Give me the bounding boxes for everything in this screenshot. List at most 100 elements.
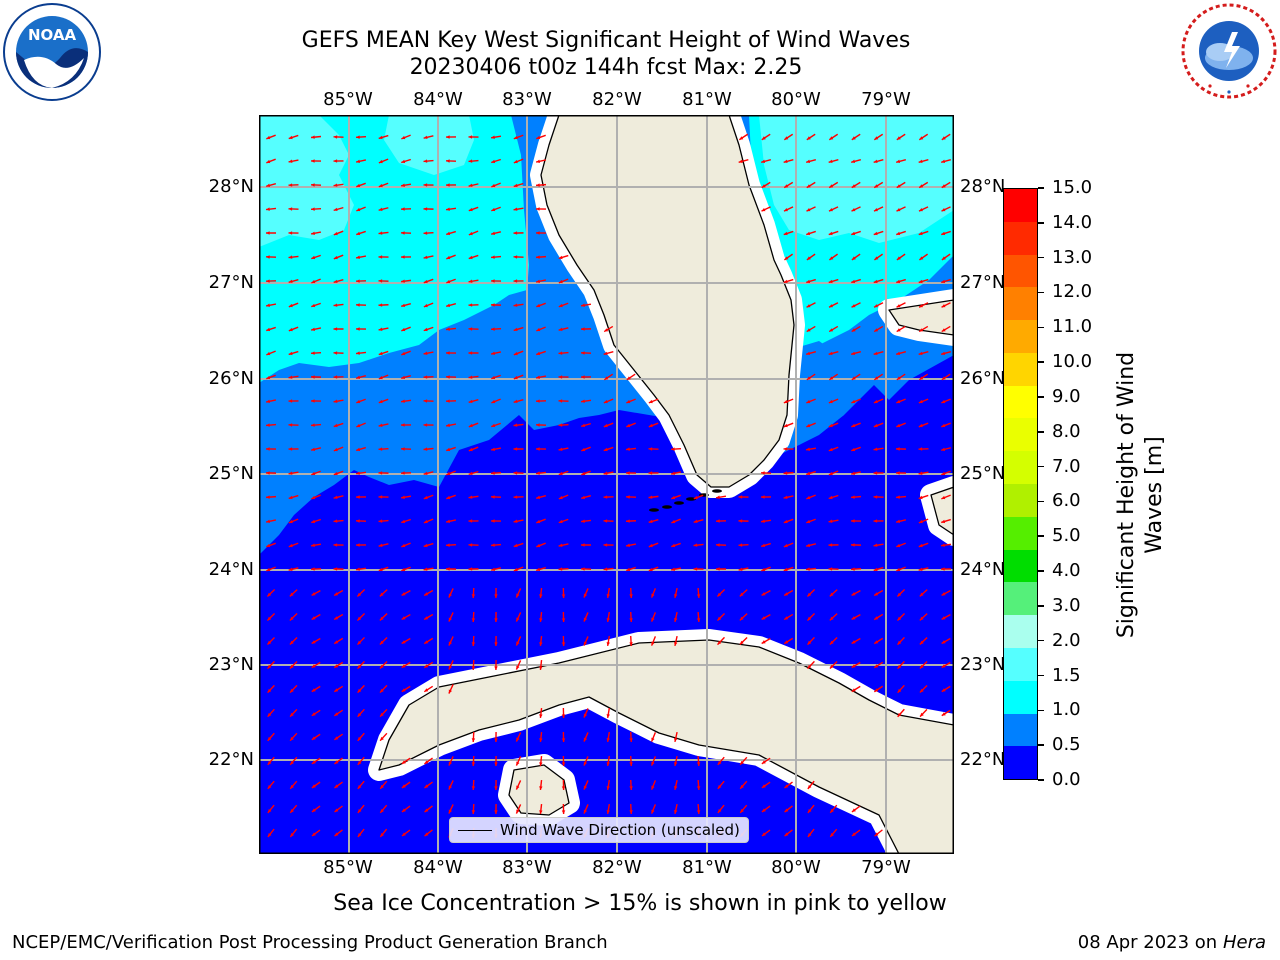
wave-direction-arrow bbox=[468, 159, 479, 163]
wave-direction-arrow bbox=[851, 805, 861, 813]
wave-direction-arrow bbox=[558, 494, 569, 500]
wave-direction-arrow bbox=[536, 302, 546, 308]
wave-direction-arrow bbox=[806, 133, 816, 141]
lon-label-bottom: 85°W bbox=[323, 857, 373, 878]
wave-direction-arrow bbox=[561, 707, 566, 719]
wave-direction-arrow bbox=[513, 374, 524, 380]
wave-direction-arrow bbox=[401, 589, 411, 597]
wave-direction-arrow bbox=[311, 829, 321, 837]
wave-direction-arrow bbox=[513, 471, 524, 475]
colorbar-tick-label: 5.0 bbox=[1052, 525, 1081, 547]
wave-direction-arrow bbox=[355, 495, 367, 499]
wave-direction-arrow bbox=[310, 567, 322, 571]
wave-direction-arrow bbox=[580, 422, 592, 428]
isla-de-la-juventud bbox=[508, 764, 570, 816]
wave-direction-arrow bbox=[266, 542, 276, 548]
wave-direction-arrow bbox=[379, 804, 388, 814]
wave-direction-arrow bbox=[941, 373, 951, 381]
wave-direction-arrow bbox=[288, 134, 299, 140]
wave-direction-arrow bbox=[400, 495, 412, 499]
wave-direction-arrow bbox=[626, 566, 636, 572]
wave-direction-arrow bbox=[357, 708, 365, 718]
wave-direction-arrow bbox=[629, 587, 633, 599]
wave-direction-arrow bbox=[424, 829, 433, 837]
lat-label-right: 25°N bbox=[960, 463, 1006, 484]
wave-direction-arrow bbox=[468, 495, 479, 499]
wave-direction-arrow bbox=[874, 253, 883, 261]
colorbar-segment bbox=[1004, 746, 1037, 780]
wave-direction-arrow bbox=[266, 326, 276, 332]
wave-direction-arrow bbox=[919, 589, 928, 597]
colorbar-tick-mark bbox=[1038, 674, 1044, 677]
wave-direction-arrow bbox=[941, 253, 951, 261]
lat-label-left: 26°N bbox=[208, 368, 254, 389]
wave-direction-arrow bbox=[288, 375, 299, 379]
wave-direction-arrow bbox=[896, 133, 906, 141]
wave-direction-arrow bbox=[378, 423, 389, 427]
wave-direction-arrow bbox=[448, 804, 454, 814]
colorbar-tick-mark bbox=[1038, 639, 1044, 642]
wave-direction-arrow bbox=[400, 302, 412, 308]
colorbar-ticks: 15.0 14.0 13.0 12.0 11.0 10.0 9.0 8.0 7.0 6.0 5.0 4… bbox=[1038, 177, 1108, 790]
colorbar-tick-label: 9.0 bbox=[1052, 385, 1081, 407]
wave-direction-arrow bbox=[423, 351, 434, 355]
wave-direction-arrow bbox=[400, 231, 412, 235]
wave-direction-arrow bbox=[265, 255, 277, 259]
wave-direction-arrow bbox=[378, 350, 389, 356]
colorbar-tick-mark bbox=[1038, 396, 1044, 398]
wave-direction-arrow bbox=[805, 543, 817, 548]
wave-direction-arrow bbox=[445, 423, 457, 427]
wave-direction-arrow bbox=[333, 159, 344, 163]
wave-direction-arrow bbox=[603, 495, 614, 499]
wave-direction-arrow bbox=[490, 135, 502, 139]
wave-direction-arrow bbox=[378, 158, 389, 164]
wave-direction-arrow bbox=[333, 733, 344, 741]
colorbar-segment bbox=[1004, 615, 1037, 648]
wave-direction-arrow bbox=[267, 756, 275, 766]
wave-direction-arrow bbox=[761, 637, 771, 645]
wave-direction-arrow bbox=[494, 659, 498, 671]
wave-direction-arrow bbox=[941, 709, 951, 717]
wave-direction-arrow bbox=[828, 422, 839, 428]
wave-direction-arrow bbox=[357, 804, 365, 814]
wave-direction-arrow bbox=[468, 303, 479, 307]
wave-direction-arrow bbox=[558, 543, 569, 547]
wave-direction-arrow bbox=[739, 756, 748, 766]
wave-direction-arrow bbox=[513, 182, 524, 188]
wave-direction-arrow bbox=[401, 661, 411, 669]
wave-direction-arrow bbox=[580, 327, 592, 331]
wave-direction-arrow bbox=[378, 519, 389, 523]
wave-direction-arrow bbox=[471, 611, 476, 623]
wave-direction-arrow bbox=[267, 708, 275, 718]
wave-direction-arrow bbox=[535, 399, 547, 403]
wave-direction-arrow bbox=[696, 755, 701, 767]
wave-direction-arrow bbox=[918, 542, 929, 548]
colorbar-tick-label: 8.0 bbox=[1052, 420, 1081, 442]
wave-direction-arrow bbox=[471, 803, 476, 815]
wave-direction-arrow bbox=[471, 659, 476, 671]
wave-direction-arrow bbox=[356, 206, 366, 212]
wave-direction-arrow bbox=[267, 684, 275, 694]
wave-direction-arrow bbox=[828, 159, 839, 164]
colorbar-tick-label: 7.0 bbox=[1052, 455, 1081, 477]
wave-direction-arrow bbox=[494, 779, 498, 791]
wave-direction-arrow bbox=[738, 495, 749, 499]
wave-direction-arrow bbox=[897, 636, 905, 646]
wave-direction-arrow bbox=[828, 373, 839, 381]
lat-label-left: 23°N bbox=[208, 654, 254, 675]
wave-direction-arrow bbox=[873, 685, 884, 693]
wave-direction-arrow bbox=[806, 230, 816, 236]
wave-direction-arrow bbox=[693, 543, 704, 547]
wave-direction-arrow bbox=[895, 351, 907, 356]
wave-direction-arrow bbox=[445, 207, 457, 211]
wave-direction-arrow bbox=[918, 373, 929, 381]
wave-direction-arrow bbox=[941, 494, 951, 500]
florida-keys-island bbox=[686, 497, 696, 501]
wave-direction-arrow bbox=[288, 326, 299, 332]
wave-direction-arrow bbox=[513, 303, 524, 307]
wave-direction-arrow bbox=[828, 133, 839, 141]
wave-direction-arrow bbox=[606, 707, 611, 719]
wave-direction-arrow bbox=[265, 423, 277, 427]
wave-direction-arrow bbox=[806, 278, 816, 284]
wave-direction-arrow bbox=[515, 612, 522, 622]
